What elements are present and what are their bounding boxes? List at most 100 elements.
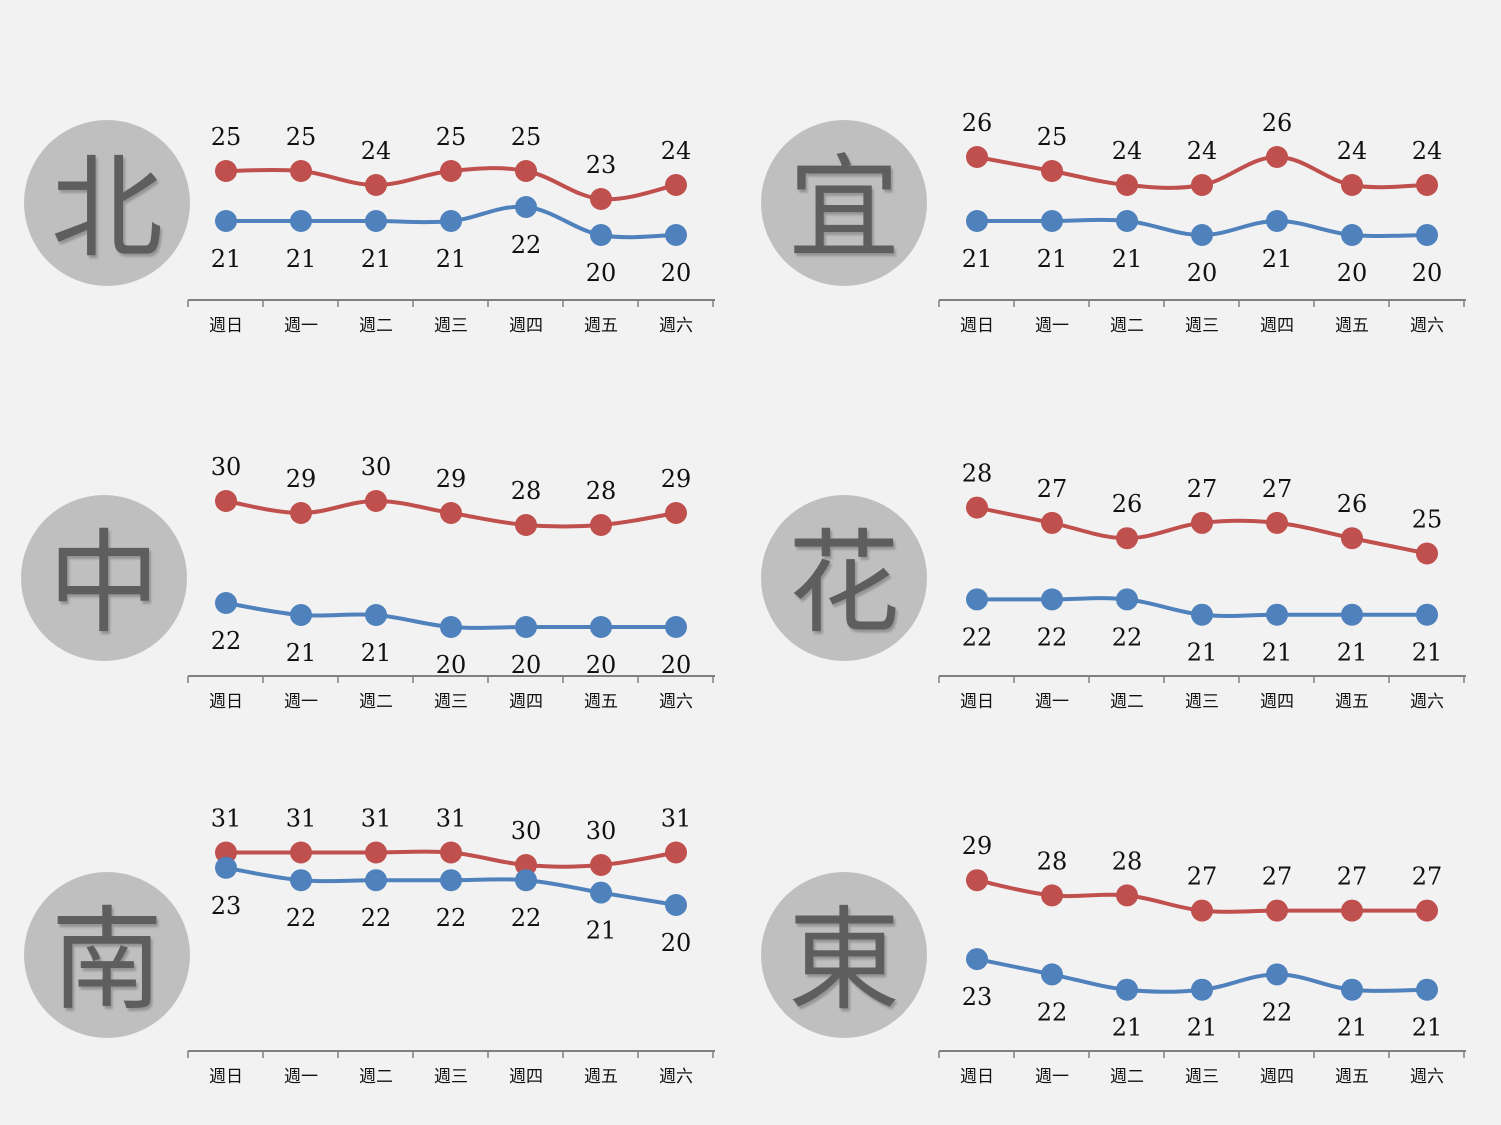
data-point-low	[1041, 588, 1063, 611]
data-point-high	[365, 841, 387, 864]
x-tick-label: 週一	[1035, 1067, 1069, 1087]
data-label-high: 25	[211, 123, 242, 151]
data-point-high	[1266, 146, 1288, 168]
data-label-low: 20	[1337, 259, 1368, 287]
data-point-low	[1266, 963, 1288, 986]
data-point-high	[365, 174, 387, 196]
data-point-low	[1266, 210, 1288, 232]
x-tick-label: 週日	[960, 316, 994, 336]
region-badge-north: 北	[24, 120, 190, 286]
data-point-low	[440, 210, 462, 232]
region-label-north: 北	[51, 144, 163, 274]
data-label-low: 22	[1037, 623, 1068, 651]
x-tick-label: 週六	[659, 1067, 693, 1087]
x-tick-label: 週六	[1410, 692, 1444, 712]
data-label-low: 20	[586, 259, 617, 287]
data-label-high: 31	[436, 805, 467, 833]
data-point-high	[665, 174, 687, 196]
data-label-low: 20	[511, 651, 542, 679]
data-point-low	[290, 210, 312, 232]
data-point-low	[590, 616, 612, 638]
region-badge-east: 東	[761, 872, 927, 1038]
data-label-low: 21	[1262, 639, 1293, 667]
data-label-high: 27	[1337, 863, 1368, 891]
data-label-high: 26	[1262, 109, 1293, 137]
data-point-low	[1341, 224, 1363, 246]
data-label-high: 31	[286, 805, 317, 833]
data-point-low	[1191, 603, 1213, 626]
data-label-low: 22	[436, 904, 467, 932]
data-label-low: 23	[211, 892, 242, 920]
data-point-high	[1266, 899, 1288, 922]
data-label-high: 26	[962, 109, 993, 137]
data-label-low: 20	[661, 929, 692, 957]
x-tick-label: 週四	[509, 1067, 543, 1087]
data-point-high	[1416, 542, 1438, 565]
data-point-low	[515, 616, 537, 638]
x-tick-label: 週二	[359, 692, 393, 712]
x-tick-label: 週一	[284, 692, 318, 712]
x-tick-label: 週四	[1260, 1067, 1294, 1087]
x-tick-label: 週六	[659, 316, 693, 336]
region-badge-south: 南	[24, 872, 190, 1038]
data-point-low	[1341, 978, 1363, 1001]
x-tick-label: 週一	[1035, 692, 1069, 712]
data-label-low: 22	[1112, 623, 1143, 651]
x-tick-label: 週二	[1110, 1067, 1144, 1087]
data-label-high: 25	[1412, 506, 1443, 534]
data-point-low	[1341, 603, 1363, 626]
data-label-low: 21	[211, 245, 242, 273]
region-label-yilan: 宜	[788, 144, 900, 274]
data-point-low	[1416, 978, 1438, 1001]
data-point-high	[215, 841, 237, 864]
data-label-high: 24	[661, 137, 692, 165]
data-point-low	[966, 210, 988, 232]
x-tick-label: 週一	[284, 316, 318, 336]
data-label-high: 27	[1187, 863, 1218, 891]
data-point-low	[365, 210, 387, 232]
data-label-high: 29	[962, 832, 993, 860]
data-label-high: 27	[1412, 863, 1443, 891]
data-point-high	[966, 869, 988, 892]
data-label-low: 21	[962, 245, 993, 273]
data-label-high: 28	[586, 477, 617, 505]
data-point-low	[1266, 603, 1288, 626]
data-point-low	[215, 856, 237, 879]
data-label-low: 21	[1412, 1014, 1443, 1042]
data-point-high	[1191, 174, 1213, 196]
data-point-high	[1116, 527, 1138, 550]
x-tick-label: 週三	[434, 692, 468, 712]
x-tick-label: 週三	[1185, 316, 1219, 336]
x-tick-label: 週二	[359, 316, 393, 336]
data-point-low	[1041, 210, 1063, 232]
x-tick-label: 週二	[359, 1067, 393, 1087]
data-label-low: 21	[1262, 245, 1293, 273]
data-point-high	[290, 502, 312, 524]
data-point-low	[365, 604, 387, 626]
x-tick-label: 週五	[584, 692, 618, 712]
data-point-high	[1116, 884, 1138, 907]
data-point-low	[1041, 963, 1063, 986]
data-point-high	[1416, 174, 1438, 196]
data-point-high	[365, 490, 387, 512]
data-point-high	[1041, 884, 1063, 907]
data-label-high: 28	[511, 477, 542, 505]
chart-central: 週日 週一 週二 週三 週四 週五 週六 30 29 30 29 28 28 29 22 21 21 20 20 20…	[187, 453, 715, 712]
data-point-low	[1116, 210, 1138, 232]
data-label-high: 25	[436, 123, 467, 151]
data-point-high	[1341, 527, 1363, 550]
x-tick-label: 週六	[659, 692, 693, 712]
x-tick-label: 週三	[1185, 692, 1219, 712]
x-tick-label: 週四	[509, 316, 543, 336]
data-label-low: 21	[286, 639, 317, 667]
x-tick-label: 週日	[209, 1067, 243, 1087]
region-label-hualien: 花	[788, 519, 900, 649]
x-tick-label: 週一	[284, 1067, 318, 1087]
data-label-low: 21	[1337, 639, 1368, 667]
data-point-high	[665, 502, 687, 524]
data-point-low	[1191, 978, 1213, 1001]
data-point-low	[440, 869, 462, 892]
data-label-low: 21	[1412, 639, 1443, 667]
x-tick-label: 週日	[960, 1067, 994, 1087]
data-point-high	[515, 160, 537, 182]
